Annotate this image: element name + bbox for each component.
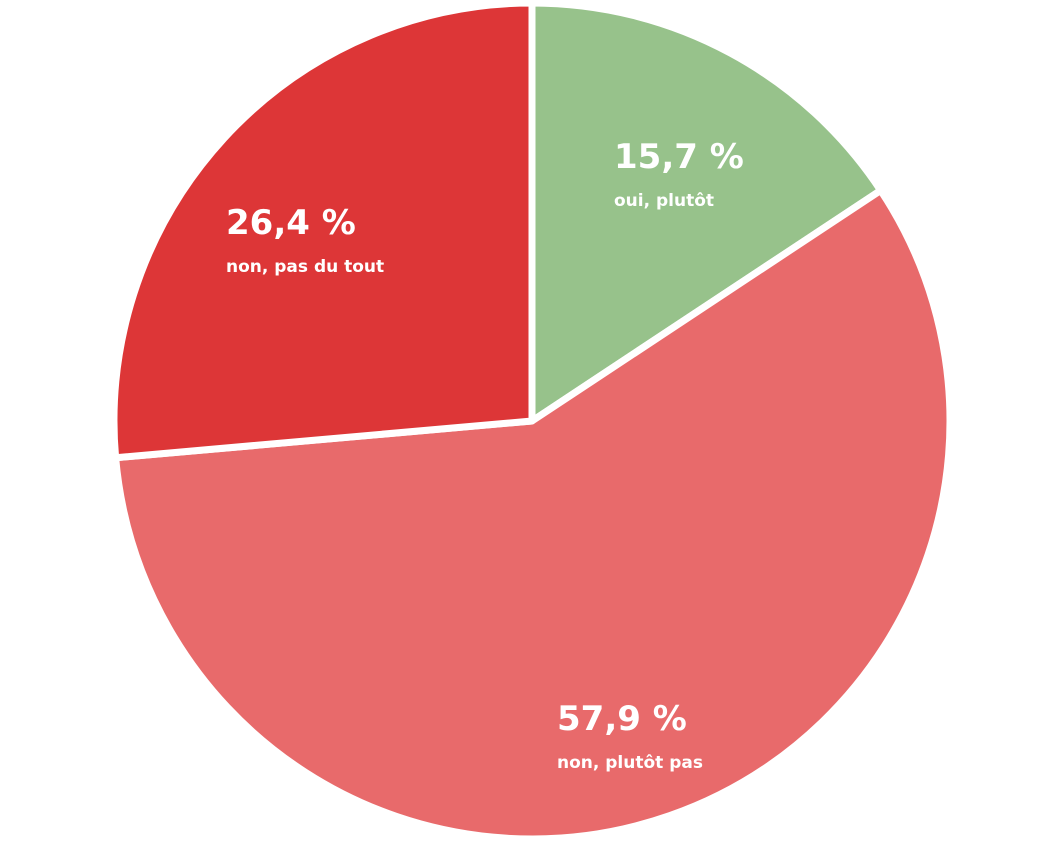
pie-slice-3 — [110, 0, 536, 462]
slice-category-label: non, plutôt pas — [557, 753, 703, 773]
slice-category-label: non, pas du tout — [226, 257, 384, 277]
slice-value-label: 57,9 % — [557, 699, 687, 739]
pie-slice-1 — [528, 0, 885, 425]
slice-category-label: oui, plutôt — [614, 191, 714, 211]
slice-value-label: 26,4 % — [226, 203, 356, 243]
pie-slice-2 — [112, 186, 954, 842]
slice-value-label: 15,7 % — [614, 137, 744, 177]
